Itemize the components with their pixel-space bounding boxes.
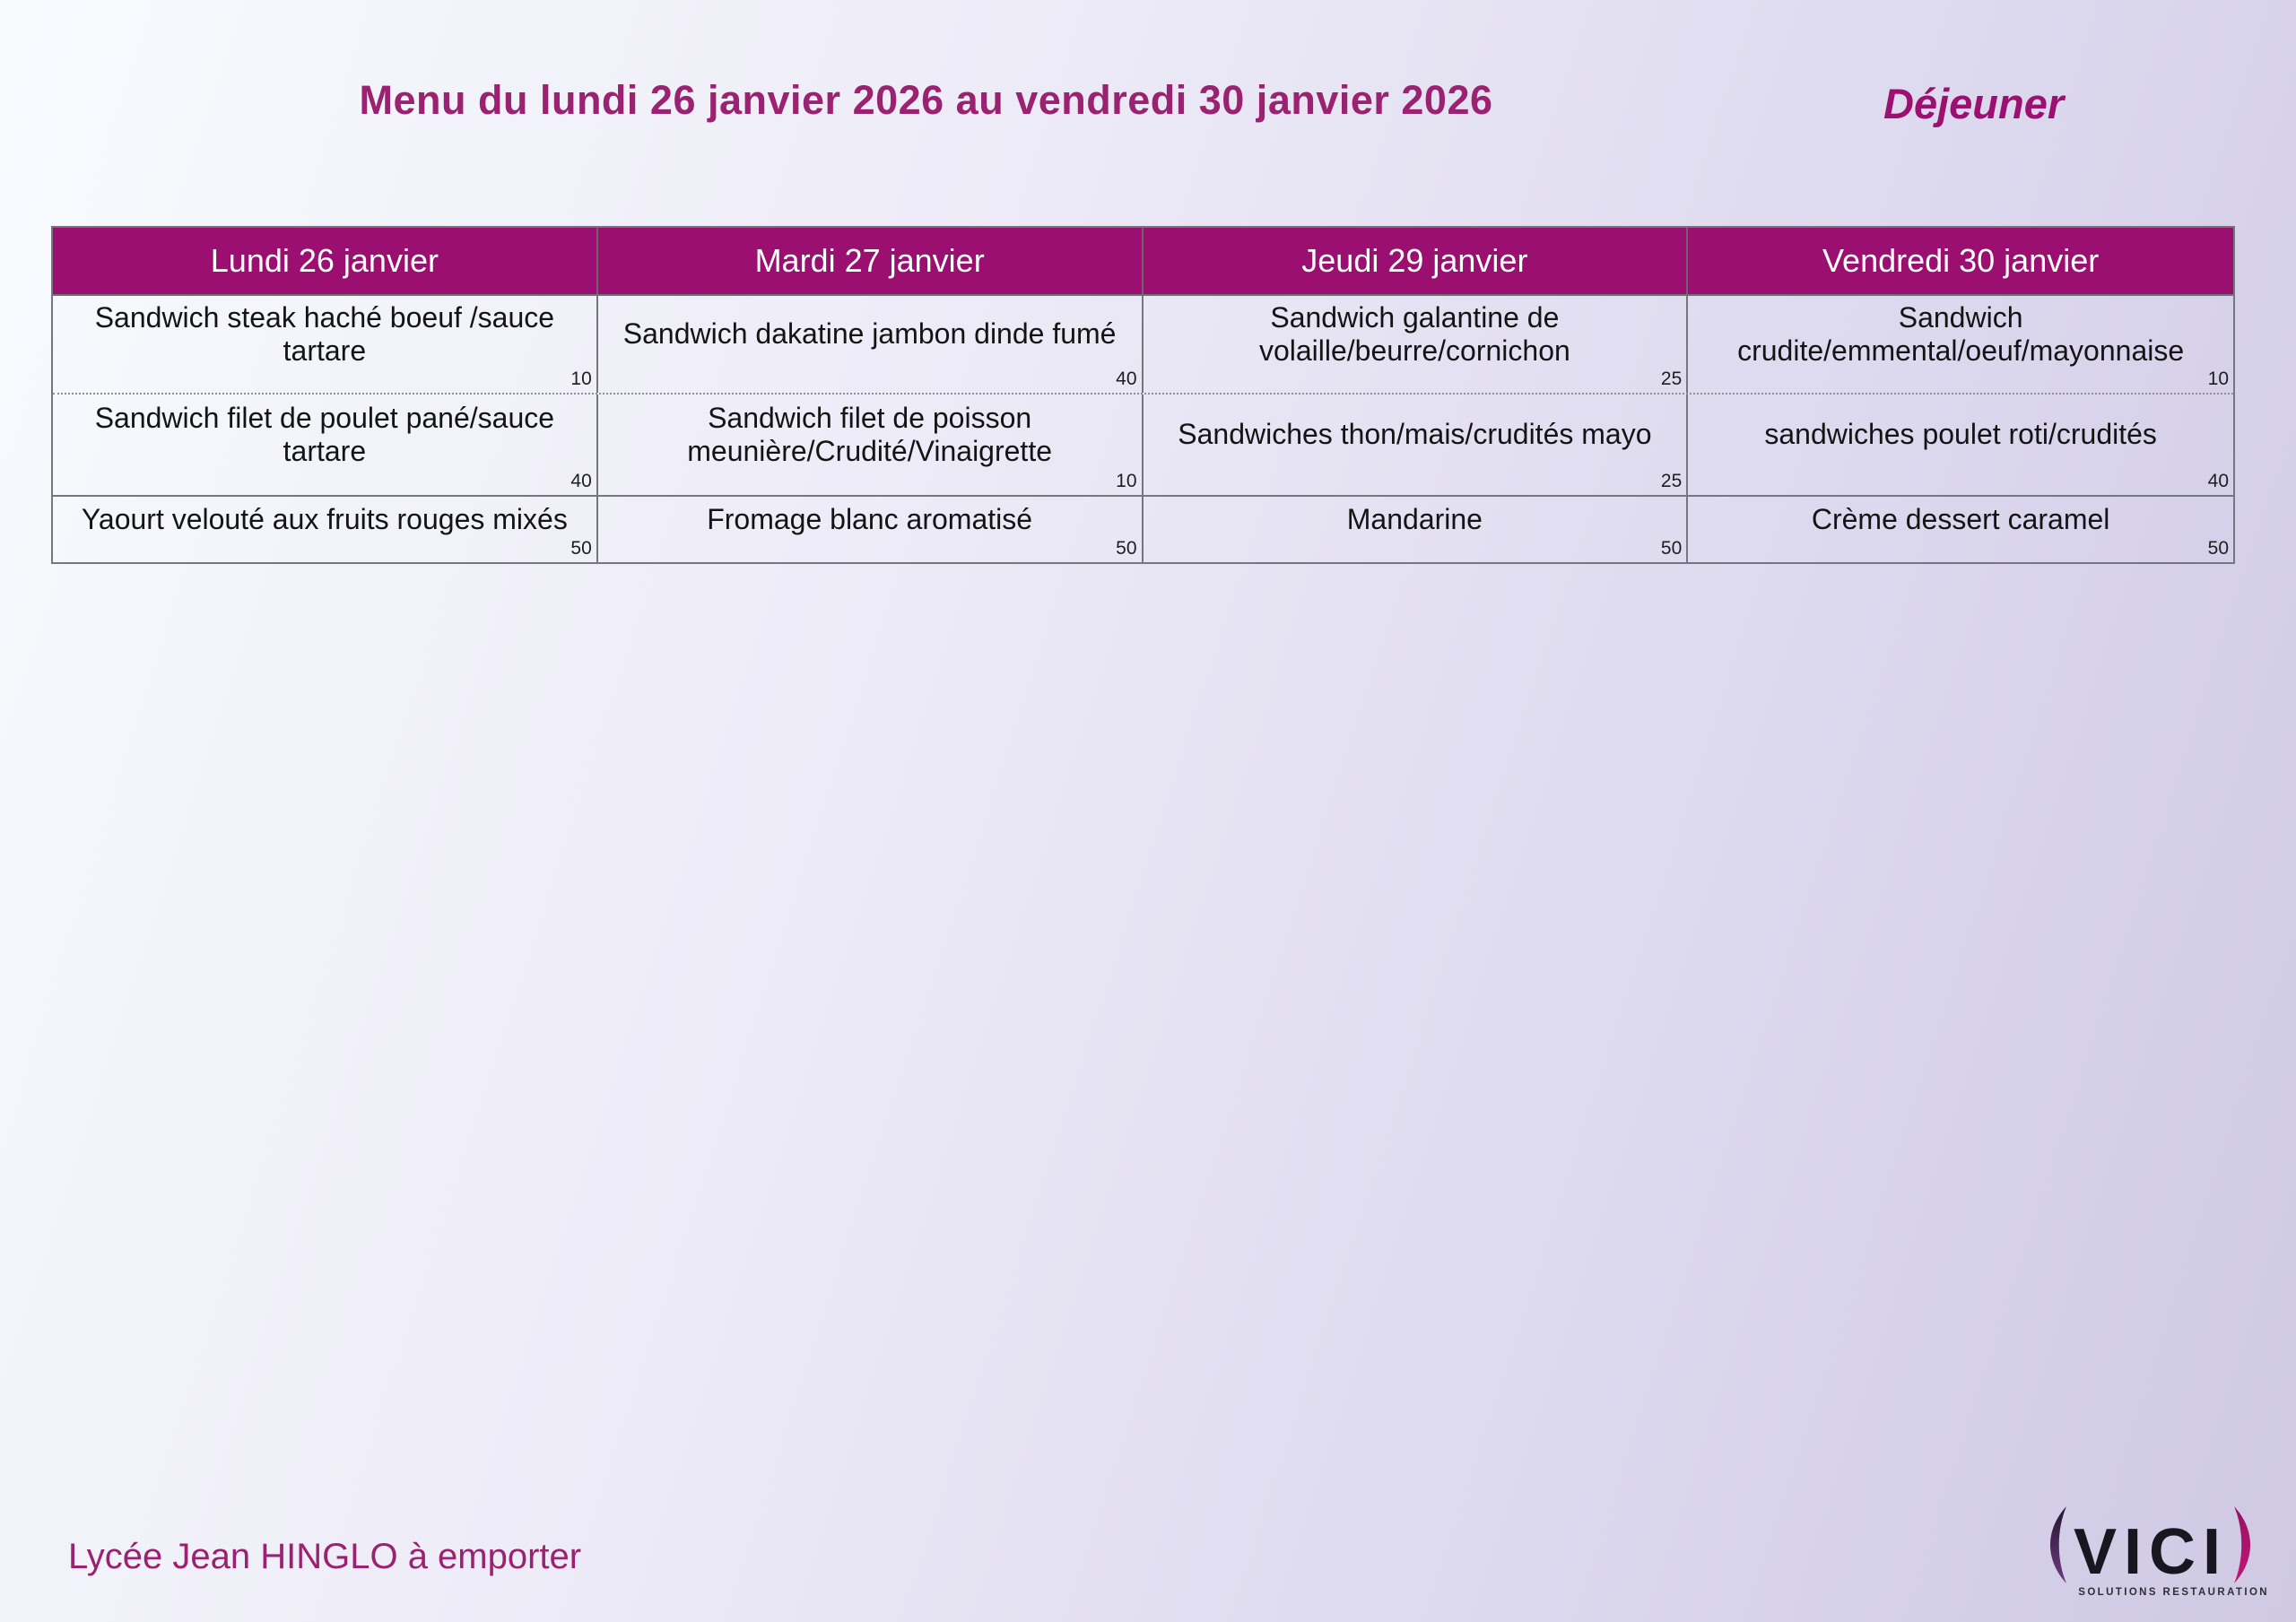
day-header-jeudi: Jeudi 29 janvier [1144,228,1689,294]
meal-label: Déjeuner [1883,80,2065,127]
menu-item-name: Sandwich filet de poulet pané/sauce tart… [94,401,555,467]
table-row-dish-1: Sandwich steak haché boeuf /sauce tartar… [53,296,2233,395]
logo-right-paren-icon [2234,1506,2250,1583]
menu-item-qty: 10 [570,369,592,389]
menu-item-cell: Fromage blanc aromatisé 50 [598,497,1144,562]
menu-item-name: sandwiches poulet roti/crudités [1764,418,2157,451]
menu-item-cell: Crème dessert caramel 50 [1688,497,2233,562]
menu-item-cell: Yaourt velouté aux fruits rouges mixés 5… [53,497,598,562]
menu-item-qty: 50 [1660,538,1683,559]
menu-item-cell: sandwiches poulet roti/crudités 40 [1688,395,2233,495]
menu-item-name: Sandwiches thon/mais/crudités mayo [1178,418,1652,451]
menu-item-cell: Mandarine 50 [1144,497,1689,562]
menu-item-qty: 40 [2207,471,2229,491]
menu-item-cell: Sandwich crudite/emmental/oeuf/mayonnais… [1688,296,2233,393]
menu-item-cell: Sandwich filet de poisson meunière/Crudi… [598,395,1144,495]
table-row-dish-2: Sandwich filet de poulet pané/sauce tart… [53,395,2233,497]
menu-item-cell: Sandwich filet de poulet pané/sauce tart… [53,395,598,495]
menu-item-name: Sandwich crudite/emmental/oeuf/mayonnais… [1737,300,2185,367]
logo-tagline: SOLUTIONS RESTAURATION [2078,1587,2269,1598]
menu-item-qty: 40 [1116,369,1137,389]
menu-item-name: Sandwich dakatine jambon dinde fumé [622,317,1117,351]
menu-item-qty: 50 [2207,538,2229,559]
menu-item-name: Sandwich steak haché boeuf /sauce tartar… [94,300,555,367]
menu-item-cell: Sandwiches thon/mais/crudités mayo 25 [1144,395,1689,495]
menu-item-qty: 25 [1660,471,1683,491]
menu-item-name: Yaourt velouté aux fruits rouges mixés [81,502,568,535]
day-header-mardi: Mardi 27 janvier [598,228,1144,294]
menu-item-qty: 40 [570,471,592,491]
day-header-vendredi: Vendredi 30 janvier [1822,242,2100,279]
menu-item-cell: Sandwich steak haché boeuf /sauce tartar… [53,296,598,393]
menu-item-cell: Sandwich dakatine jambon dinde fumé 40 [598,296,1144,393]
menu-item-qty: 50 [1116,538,1137,559]
logo-left-paren-icon [2050,1506,2066,1583]
vici-logo: VICI SOLUTIONS RESTAURATION [2050,1506,2269,1598]
menu-item-qty: 50 [570,538,592,559]
menu-item-name: Sandwich filet de poisson meunière/Crudi… [687,401,1052,467]
site-label: Lycée Jean HINGLO à emporter [68,1537,582,1576]
table-row-dessert: Yaourt velouté aux fruits rouges mixés 5… [53,497,2233,562]
day-header-lundi: Lundi 26 janvier [53,228,598,294]
menu-item-name: Mandarine [1346,502,1483,535]
logo-brand: VICI [2074,1516,2228,1588]
menu-item-cell: Sandwich galantine de volaille/beurre/co… [1144,296,1689,393]
table-header-row: Lundi 26 janvier Mardi 27 janvier Jeudi … [53,228,2233,296]
menu-item-name: Sandwich galantine de volaille/beurre/co… [1258,300,1570,367]
page-title: Menu du lundi 26 janvier 2026 au vendred… [359,77,1493,123]
menu-item-name: Fromage blanc aromatisé [707,502,1033,535]
menu-item-qty: 10 [2207,369,2229,389]
menu-item-name: Crème dessert caramel [1811,502,2110,535]
menu-table: Lundi 26 janvier Mardi 27 janvier Jeudi … [51,226,2235,564]
menu-item-qty: 10 [1116,471,1137,491]
menu-item-qty: 25 [1660,369,1683,389]
